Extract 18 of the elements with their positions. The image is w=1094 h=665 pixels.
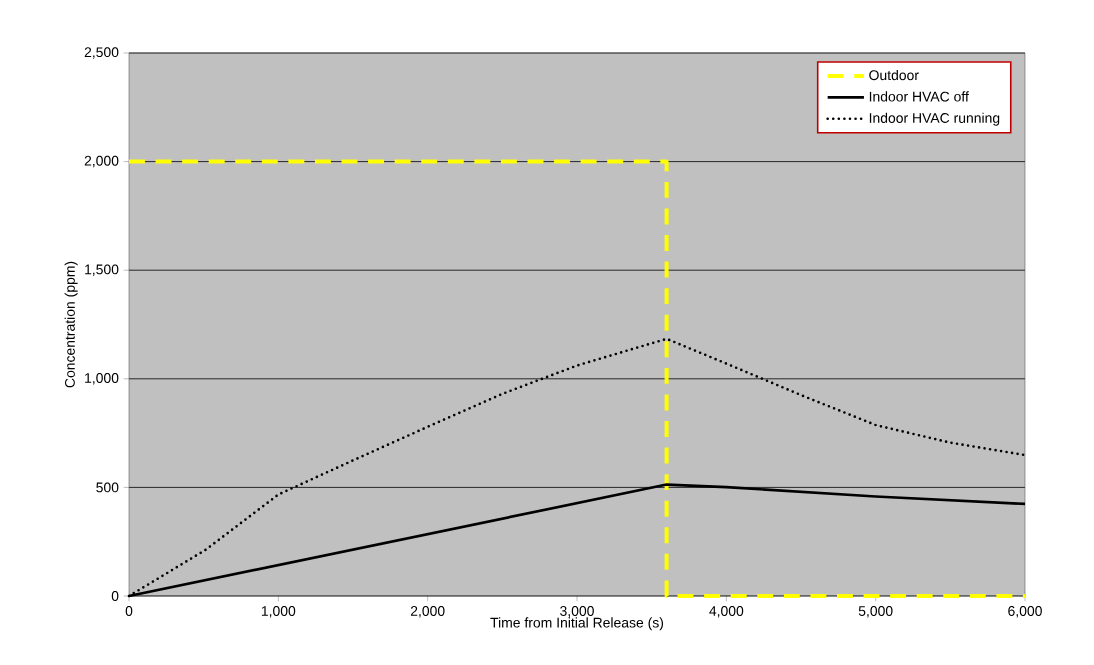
y-tick-label: 1,000 — [85, 373, 119, 385]
x-tick-label: 3,000 — [560, 606, 594, 618]
y-tick-label: 0 — [111, 591, 119, 601]
y-tick-label: 2,500 — [84, 47, 119, 59]
x-tick-label: 0 — [125, 606, 133, 616]
legend-label: Indoor HVAC off — [869, 91, 969, 102]
legend-label: Outdoor — [869, 69, 919, 81]
y-axis-title: Concentration (ppm) — [64, 261, 78, 388]
y-tick-label: 2,000 — [84, 155, 119, 168]
x-tick-label: 4,000 — [709, 606, 744, 618]
x-axis-title: Time from Initial Release (s) — [490, 617, 664, 631]
x-tick-label: 2,000 — [410, 606, 445, 618]
y-tick-label: 500 — [96, 482, 119, 493]
x-tick-label: 6,000 — [1008, 606, 1042, 618]
y-tick-label: 1,500 — [85, 264, 119, 276]
legend-label: Indoor HVAC running — [869, 112, 1000, 126]
x-tick-label: 1,000 — [261, 606, 296, 618]
x-tick-label: 5,000 — [858, 606, 893, 618]
